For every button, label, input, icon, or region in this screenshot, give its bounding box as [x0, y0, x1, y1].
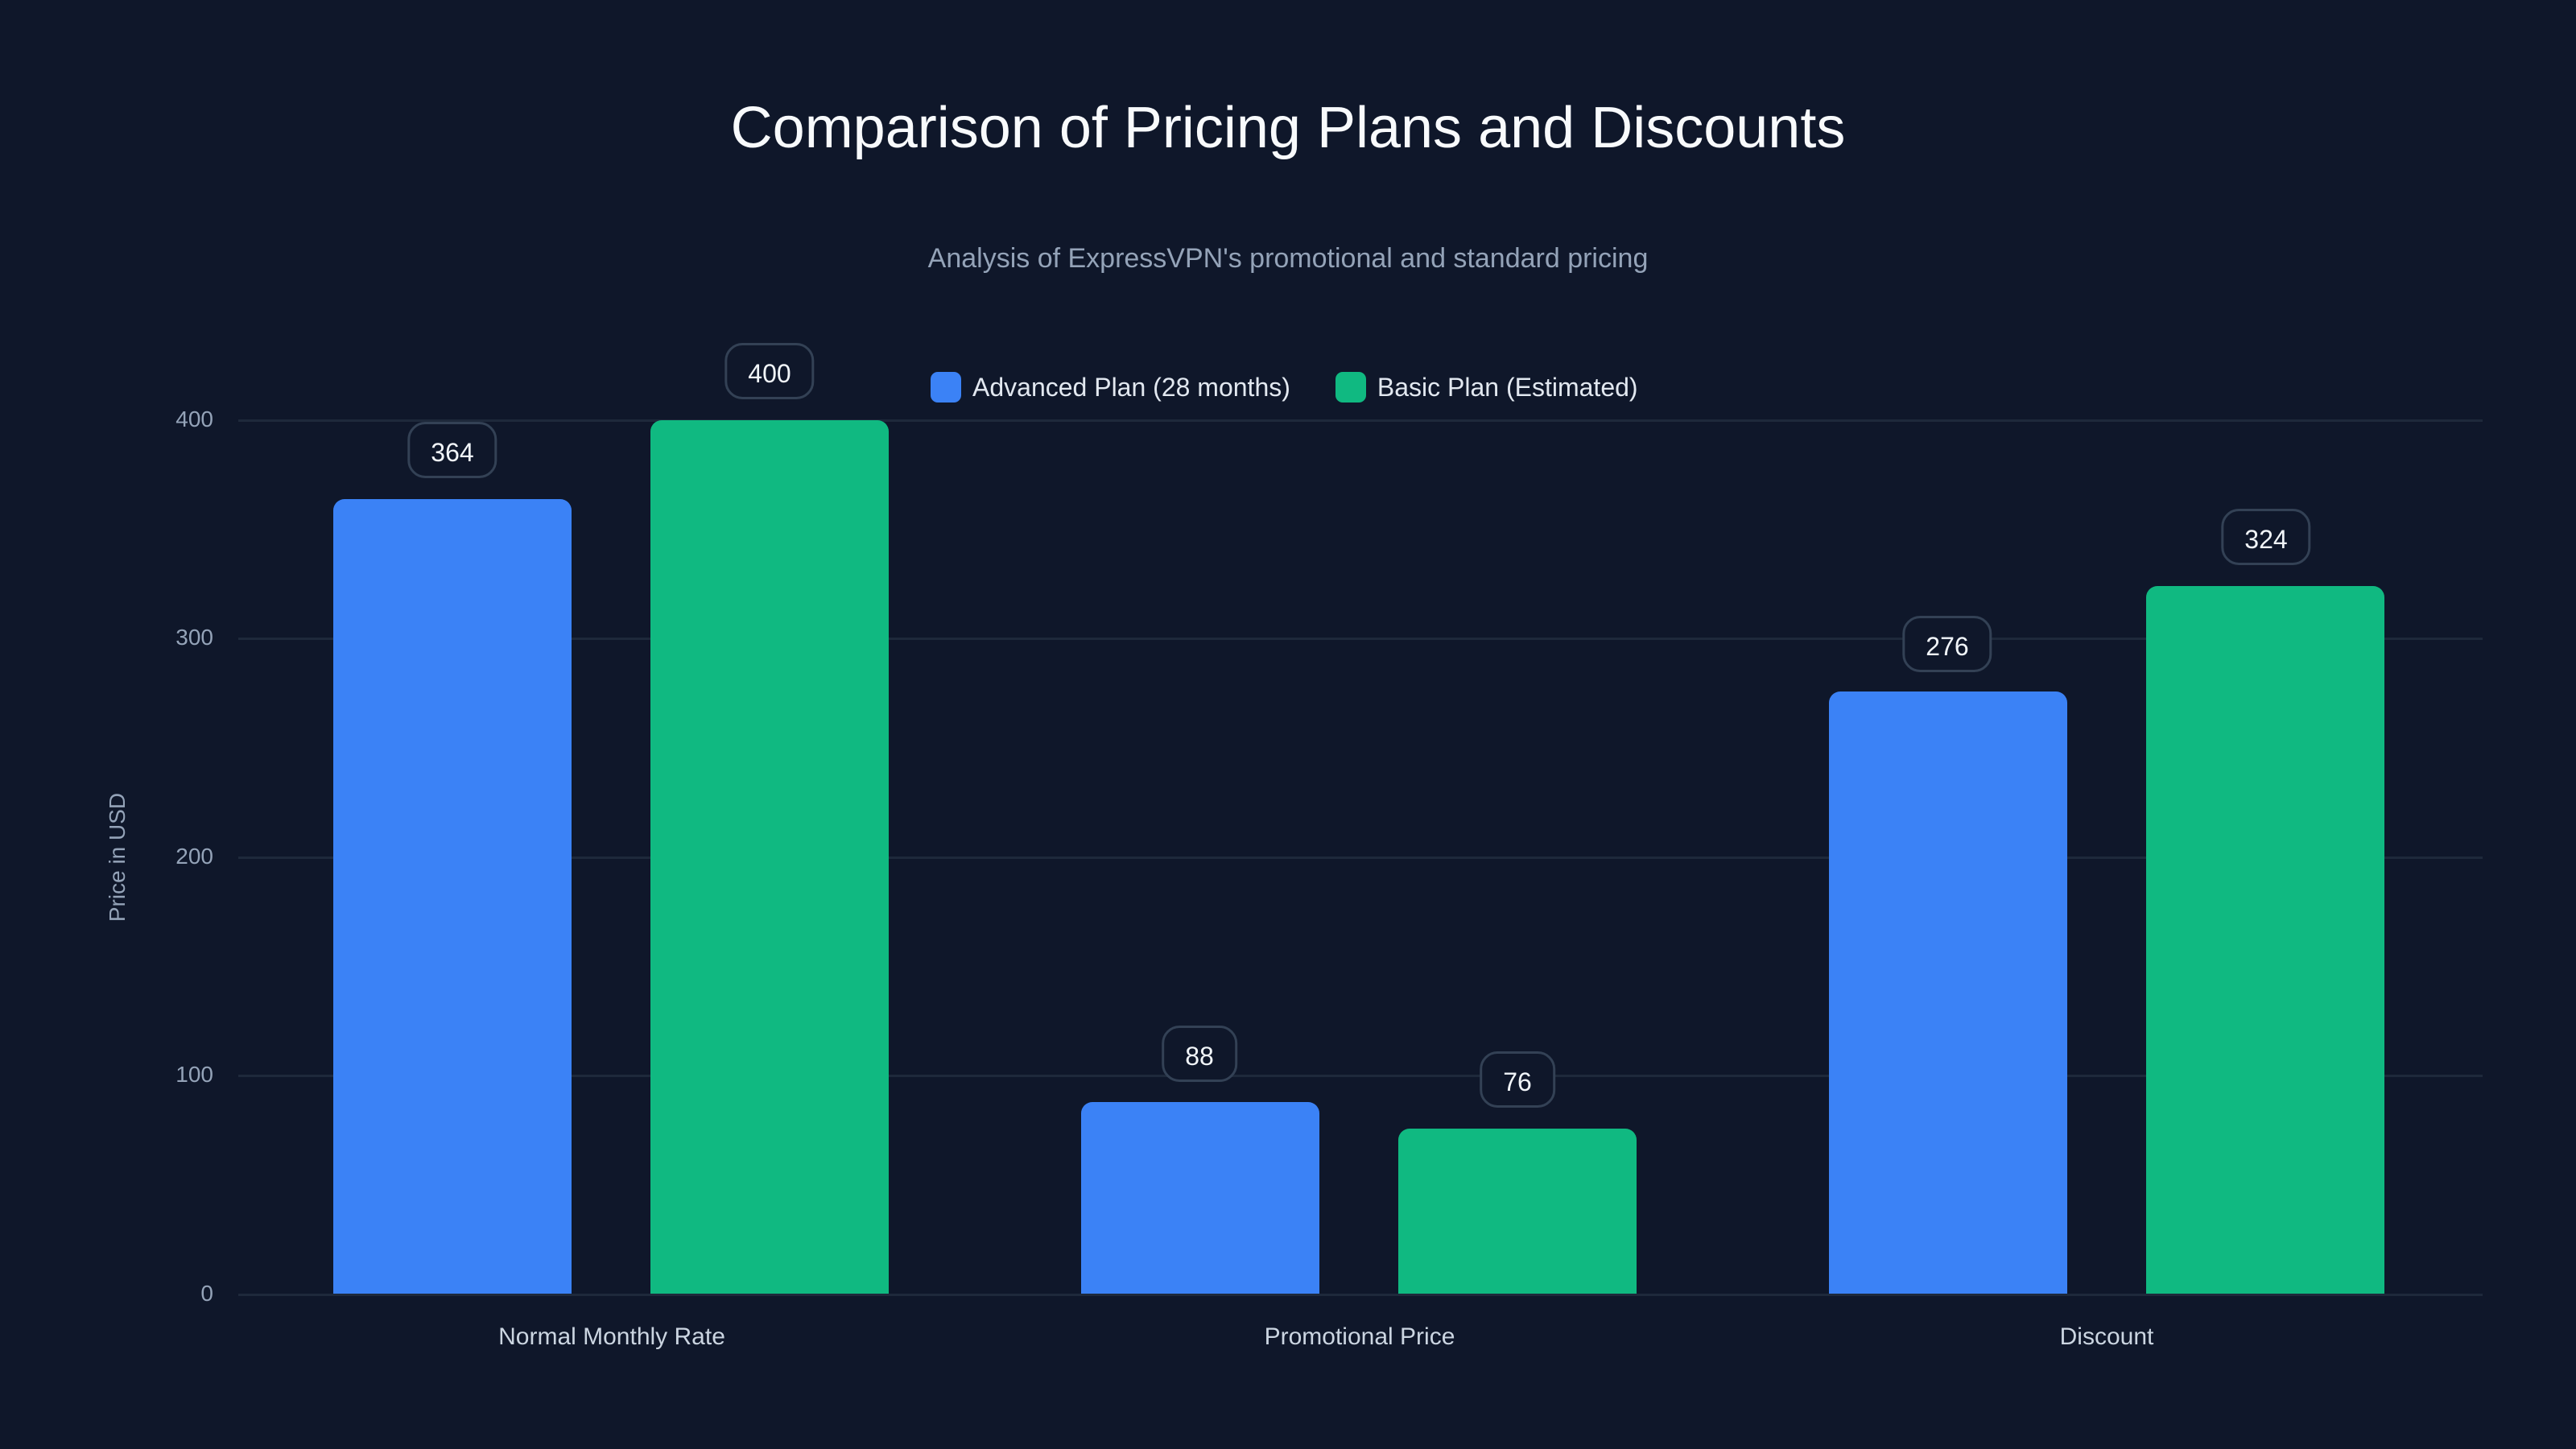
- chart-title: Comparison of Pricing Plans and Discount…: [730, 96, 1846, 160]
- value-label-promo-basic: 76: [1480, 1051, 1555, 1108]
- value-label-normal-basic: 400: [724, 343, 815, 399]
- legend-label-basic: Basic Plan (Estimated): [1377, 372, 1638, 402]
- gridline-100: [238, 1075, 2483, 1077]
- y-axis-label: Price in USD: [105, 792, 130, 923]
- y-tick-100: 100: [175, 1062, 213, 1087]
- bar-normal-basic[interactable]: [650, 420, 889, 1294]
- chart-subtitle: Analysis of ExpressVPN's promotional and…: [927, 243, 1649, 274]
- legend: Advanced Plan (28 months) Basic Plan (Es…: [931, 372, 1683, 402]
- gridline-200: [238, 857, 2483, 859]
- bar-discount-advanced[interactable]: [1829, 691, 2067, 1294]
- x-tick-promotional-price: Promotional Price: [1264, 1323, 1455, 1350]
- bar-promo-advanced[interactable]: [1081, 1102, 1319, 1294]
- value-label-promo-advanced: 88: [1162, 1026, 1237, 1082]
- bar-promo-basic[interactable]: [1398, 1129, 1637, 1294]
- bar-discount-basic[interactable]: [2146, 586, 2384, 1294]
- legend-item-advanced[interactable]: Advanced Plan (28 months): [931, 372, 1290, 402]
- gridline-400: [238, 419, 2483, 422]
- x-tick-normal-monthly-rate: Normal Monthly Rate: [498, 1323, 725, 1350]
- legend-item-basic[interactable]: Basic Plan (Estimated): [1335, 372, 1638, 402]
- y-tick-300: 300: [175, 625, 213, 650]
- y-tick-400: 400: [175, 407, 213, 431]
- x-tick-discount: Discount: [2059, 1323, 2154, 1350]
- legend-swatch-basic-icon: [1335, 372, 1366, 402]
- legend-label-advanced: Advanced Plan (28 months): [972, 372, 1290, 402]
- bar-normal-advanced[interactable]: [333, 499, 572, 1294]
- gridline-300: [238, 638, 2483, 640]
- value-label-discount-advanced: 276: [1902, 616, 1992, 672]
- x-axis-baseline: [238, 1294, 2483, 1296]
- value-label-normal-advanced: 364: [407, 422, 497, 478]
- y-tick-0: 0: [200, 1281, 213, 1306]
- value-label-discount-basic: 324: [2221, 509, 2311, 565]
- legend-swatch-advanced-icon: [931, 372, 961, 402]
- y-tick-200: 200: [175, 844, 213, 869]
